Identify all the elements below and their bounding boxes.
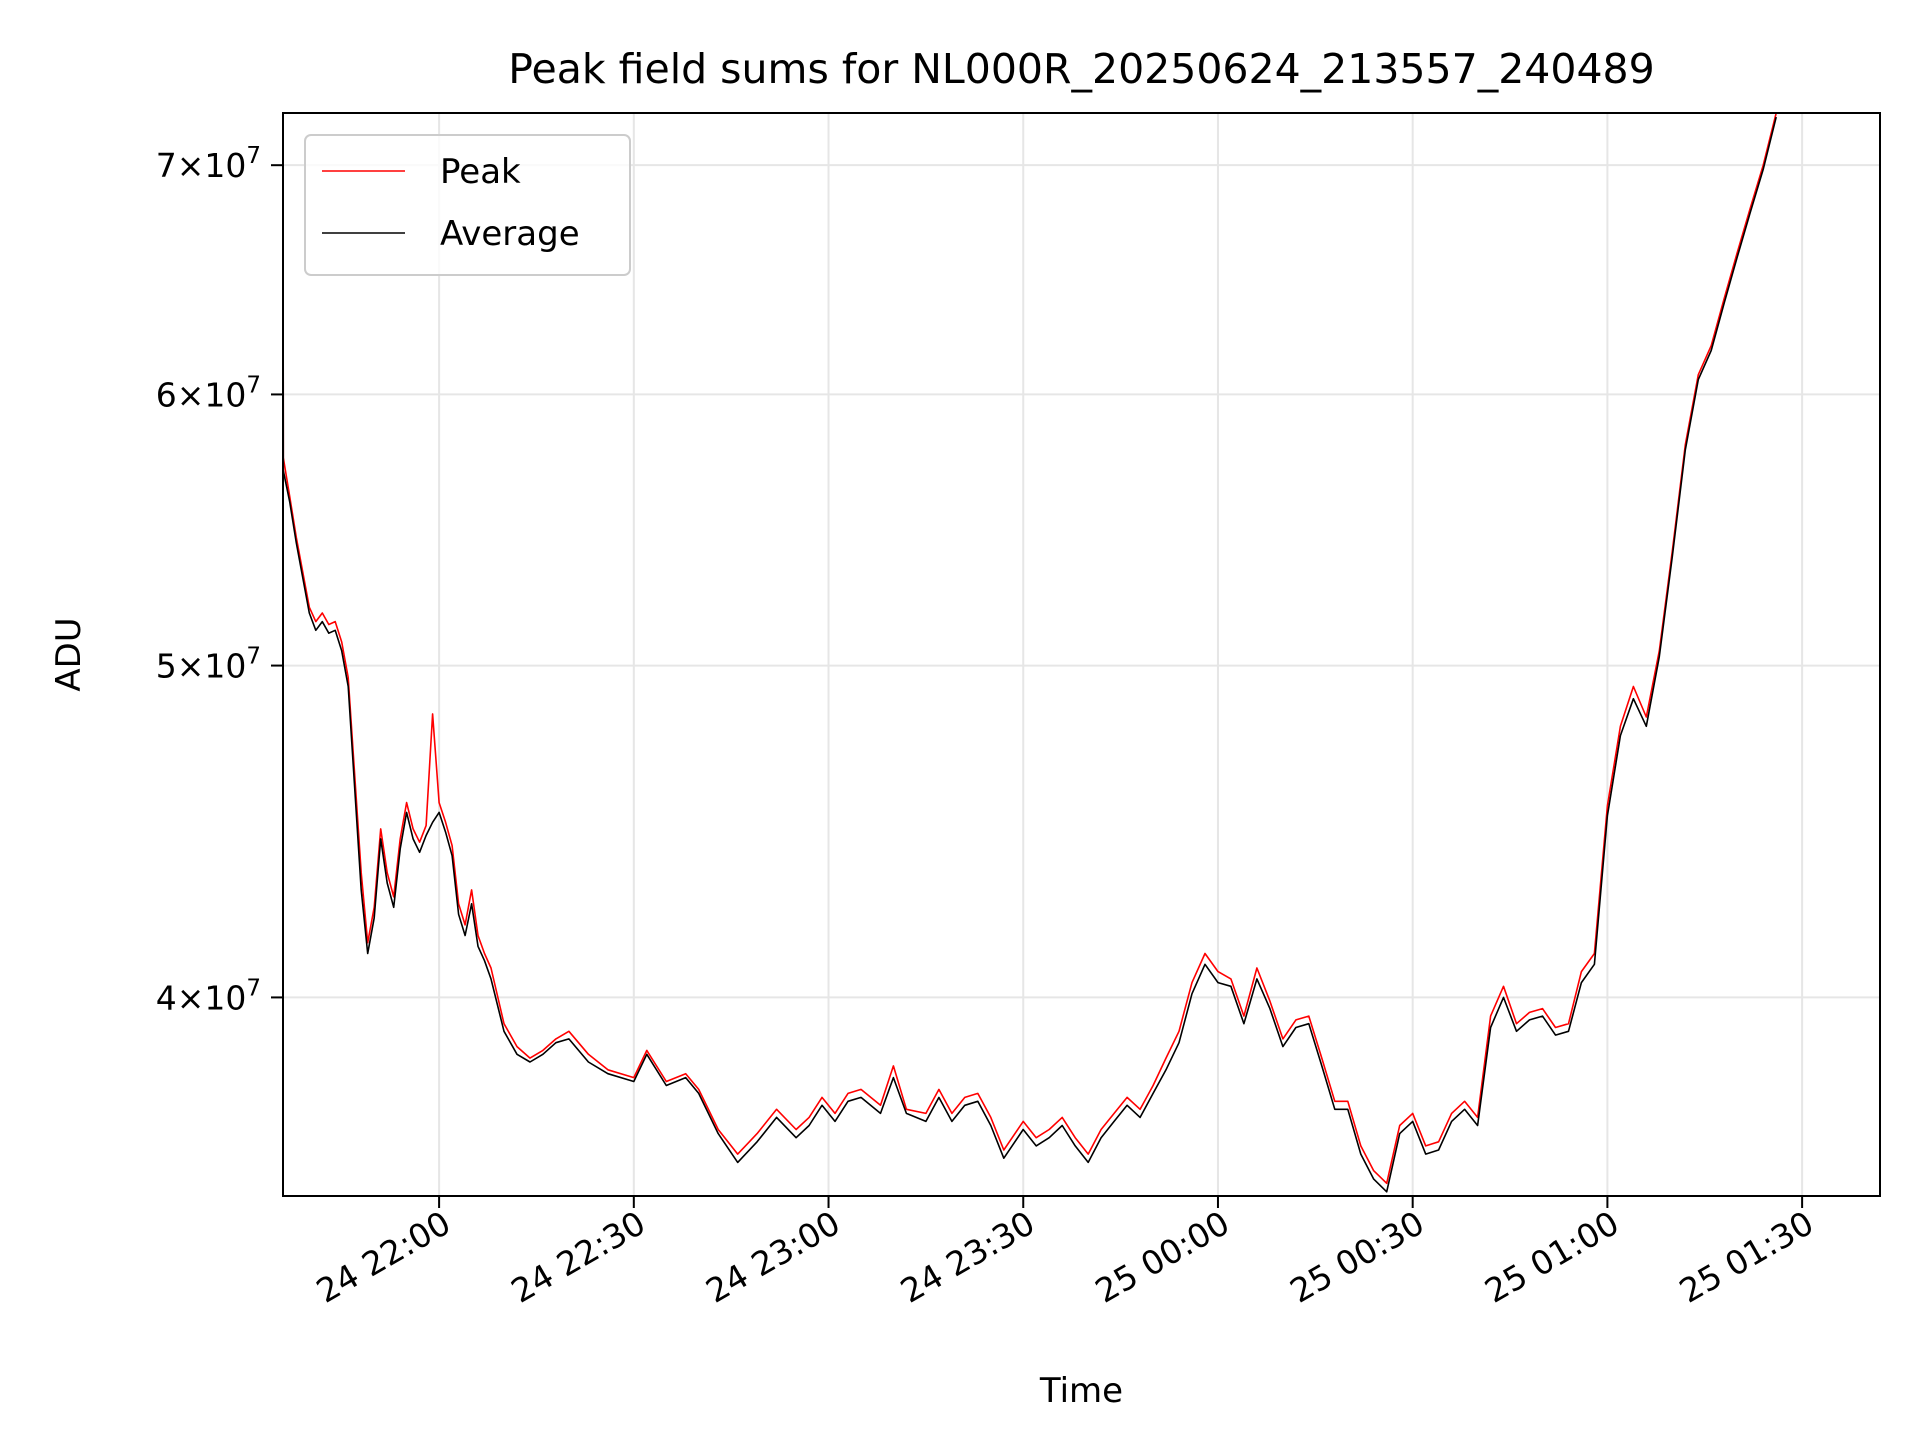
y-axis-ticks: 4×107 5×107 6×107 7×107 xyxy=(156,143,283,1017)
y-tick-label: 7×107 xyxy=(156,143,261,185)
series-line-peak xyxy=(282,112,1777,1185)
series-lines xyxy=(282,112,1777,1193)
legend-label-peak: Peak xyxy=(440,152,521,192)
y-tick-label: 6×107 xyxy=(156,372,261,414)
chart-title: Peak field sums for NL000R_20250624_2135… xyxy=(508,45,1654,93)
legend-box xyxy=(304,134,631,276)
series-line-average xyxy=(282,116,1777,1193)
x-axis-title: Time xyxy=(1039,1371,1123,1411)
legend: Peak Average xyxy=(304,134,631,276)
plot-frame xyxy=(282,112,1881,1197)
legend-label-average: Average xyxy=(440,214,580,254)
y-tick-label: 5×107 xyxy=(156,644,261,686)
y-tick-label: 4×107 xyxy=(156,975,261,1017)
y-axis-title: ADU xyxy=(49,617,89,691)
